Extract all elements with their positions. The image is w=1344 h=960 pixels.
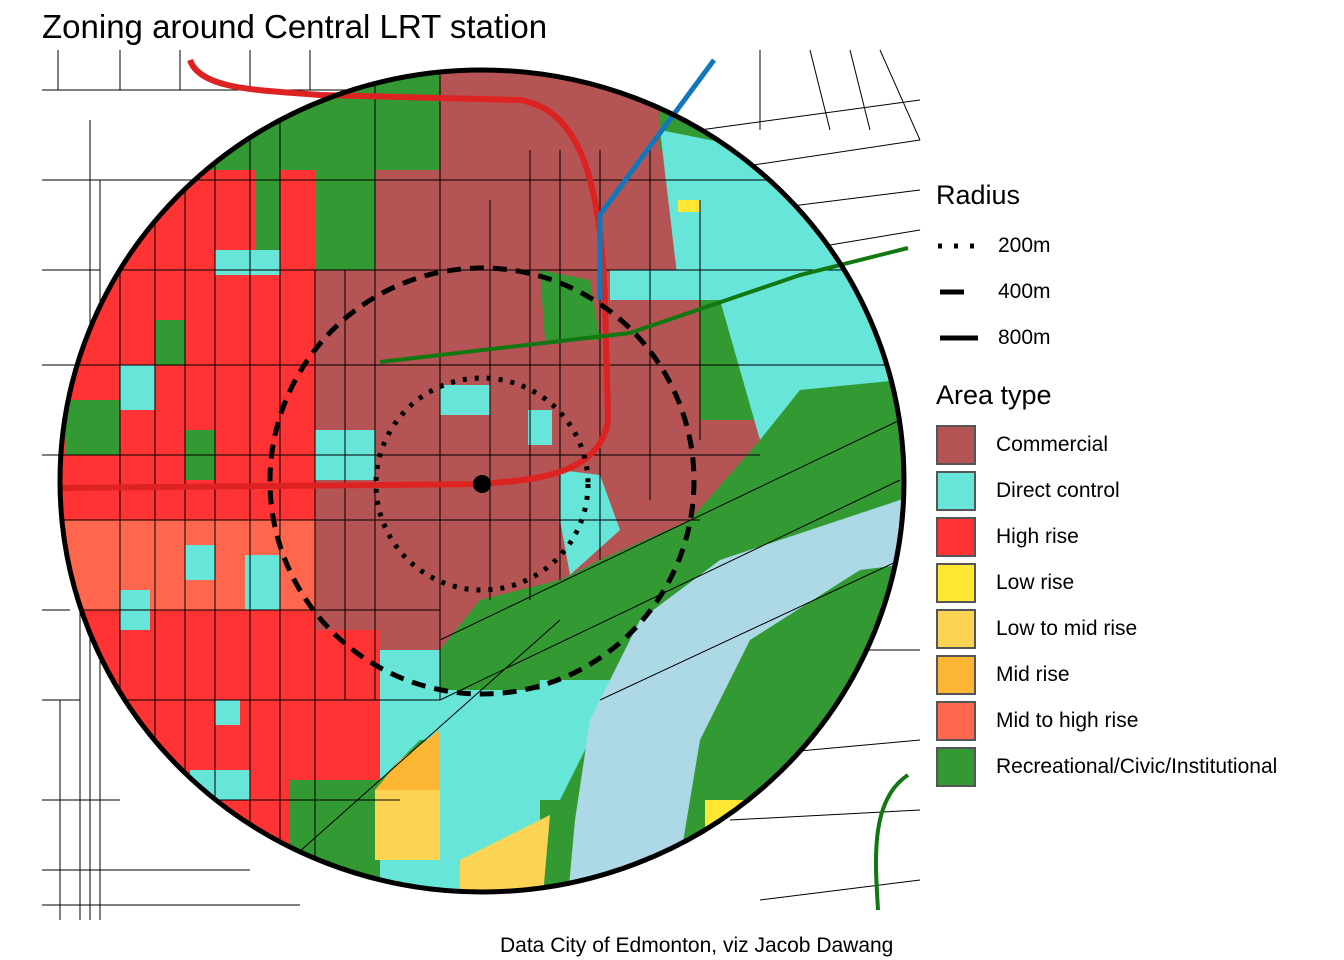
caption: Data City of Edmonton, viz Jacob Dawang: [500, 934, 894, 957]
zoning-map: [42, 49, 921, 920]
radius-800m-ring: [57, 67, 907, 895]
legend-radius-200m: 200m: [936, 226, 1051, 266]
legend-area-item: Low to mid rise: [936, 606, 1137, 652]
legend-label: Direct control: [996, 479, 1120, 502]
legend-radius-400m: 400m: [936, 272, 1051, 312]
legend-swatch: [936, 609, 976, 649]
legend-label: Mid rise: [996, 663, 1070, 686]
lrt-line-green: [379, 246, 909, 364]
map-title: Zoning around Central LRT station: [42, 8, 548, 45]
solid-line-icon: [940, 335, 978, 341]
dotted-line-icon: [938, 243, 978, 249]
legend-area-item: Mid to high rise: [936, 698, 1138, 744]
legend-label: Low to mid rise: [996, 617, 1138, 640]
river: [565, 500, 904, 892]
legend-swatch: [936, 425, 976, 465]
legend-swatch: [936, 517, 976, 557]
legend-label: Commercial: [996, 433, 1109, 456]
legend-swatch: [936, 471, 976, 511]
legend-area-item: Recreational/Civic/Institutional: [936, 744, 1277, 790]
legend-area-item: Commercial: [936, 422, 1108, 468]
lrt-line-red: [59, 58, 612, 491]
legend-radius-800m: 800m: [936, 318, 1051, 358]
legend-area-item: Low rise: [936, 560, 1074, 606]
area-legend-title: Area type: [936, 380, 1052, 410]
legend-area-item: High rise: [936, 514, 1079, 560]
legend-swatch: [936, 747, 976, 787]
zone-direct-control: [660, 130, 900, 440]
legend-swatch: [936, 655, 976, 695]
legend-swatch: [936, 563, 976, 603]
dashed-line-icon: [940, 289, 964, 295]
legend-label: Recreational/Civic/Institutional: [996, 755, 1278, 778]
zone-commercial: [315, 70, 760, 690]
legend-label: Mid to high rise: [996, 709, 1139, 732]
legend-area-item: Direct control: [936, 468, 1120, 514]
legend-label: Low rise: [996, 571, 1075, 594]
central-station-marker: [473, 475, 491, 493]
zone-recreational: [255, 70, 440, 270]
legend-label: High rise: [996, 525, 1079, 548]
radius-200m-ring: [373, 375, 591, 593]
legend-area-item: Mid rise: [936, 652, 1070, 698]
lrt-line-blue: [597, 58, 717, 300]
legend-swatch: [936, 701, 976, 741]
radius-legend-title: Radius: [936, 180, 1021, 210]
radius-400m-ring: [267, 265, 697, 697]
lrt-line-green-south: [873, 773, 910, 911]
